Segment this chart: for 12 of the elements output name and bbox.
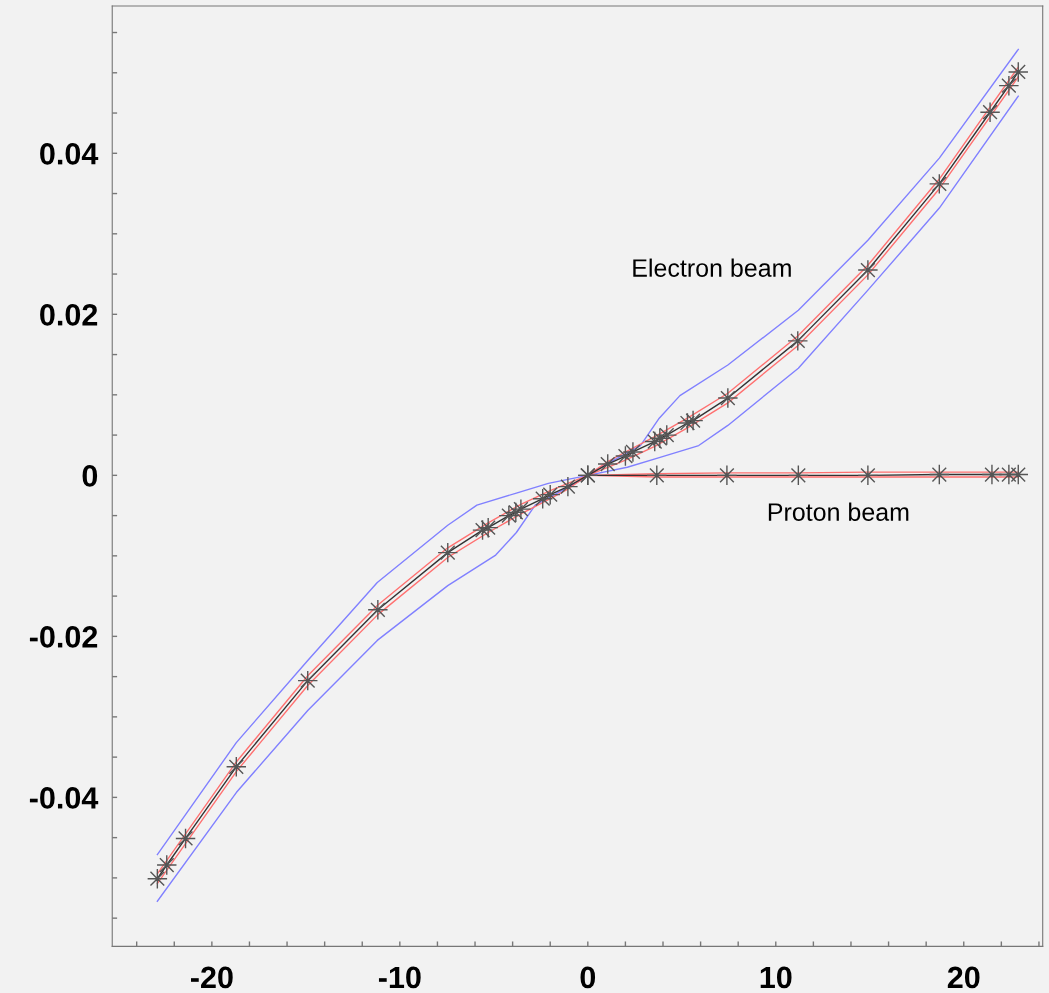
x-tick-label: -10 [378, 966, 421, 989]
annotation: Electron beam [633, 258, 791, 277]
y-tick-label: -0.04 [29, 787, 99, 809]
x-tick-label: 10 [760, 966, 792, 989]
x-tick-label: -20 [190, 966, 233, 989]
y-tick-label: 0.02 [40, 304, 98, 326]
annotation: Proton beam [768, 502, 909, 521]
y-tick-label: 0 [82, 465, 98, 487]
x-tick-label: 0 [580, 966, 596, 989]
y-tick-label: 0.04 [40, 143, 99, 165]
x-tick-label: 20 [947, 966, 980, 989]
y-tick-label: -0.02 [29, 626, 98, 648]
